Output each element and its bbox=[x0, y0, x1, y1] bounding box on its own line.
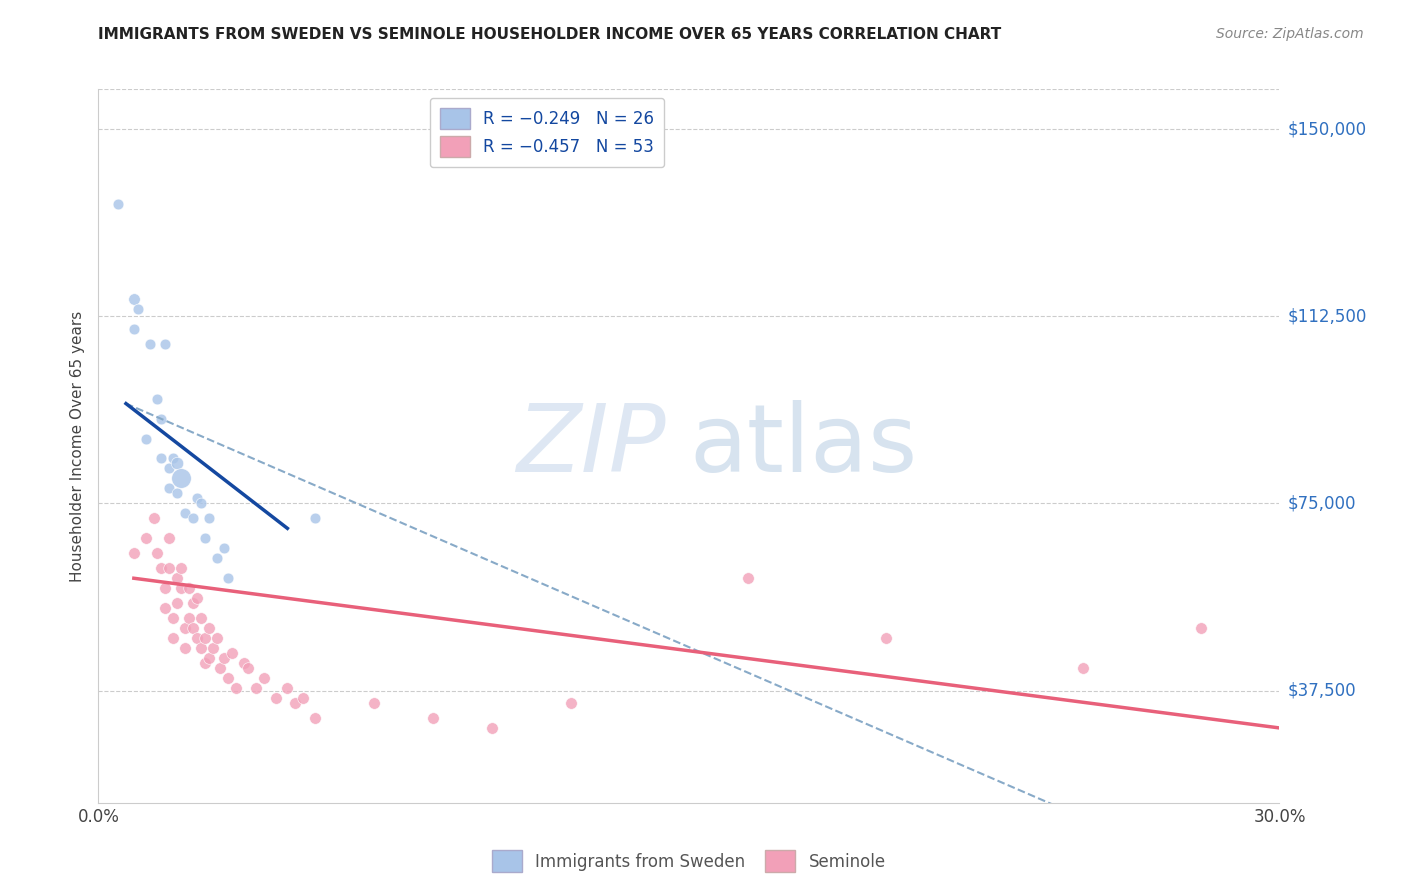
Point bbox=[221, 646, 243, 660]
Text: $75,000: $75,000 bbox=[1288, 494, 1357, 512]
Point bbox=[127, 301, 149, 316]
Point bbox=[146, 392, 169, 406]
Point bbox=[174, 507, 197, 521]
Point bbox=[190, 496, 212, 510]
Point bbox=[304, 711, 326, 725]
Point bbox=[122, 322, 145, 336]
Point bbox=[194, 656, 217, 670]
Point bbox=[304, 511, 326, 525]
Point bbox=[214, 651, 236, 665]
Point bbox=[174, 641, 197, 656]
Point bbox=[217, 571, 239, 585]
Point bbox=[560, 696, 582, 710]
Point bbox=[205, 631, 228, 645]
Point bbox=[157, 561, 180, 575]
Point bbox=[181, 596, 204, 610]
Point bbox=[157, 482, 180, 496]
Text: Source: ZipAtlas.com: Source: ZipAtlas.com bbox=[1216, 27, 1364, 41]
Point bbox=[1189, 621, 1212, 635]
Point bbox=[170, 581, 193, 595]
Point bbox=[162, 631, 184, 645]
Point bbox=[174, 621, 197, 635]
Point bbox=[201, 641, 224, 656]
Point bbox=[737, 571, 759, 585]
Point bbox=[146, 546, 169, 560]
Point bbox=[190, 641, 212, 656]
Point bbox=[363, 696, 385, 710]
Text: ZIP: ZIP bbox=[516, 401, 665, 491]
Point bbox=[205, 551, 228, 566]
Point bbox=[155, 336, 177, 351]
Text: $150,000: $150,000 bbox=[1288, 120, 1367, 138]
Point bbox=[142, 511, 165, 525]
Point bbox=[190, 611, 212, 625]
Point bbox=[155, 601, 177, 615]
Point bbox=[150, 411, 173, 425]
Point bbox=[150, 561, 173, 575]
Text: IMMIGRANTS FROM SWEDEN VS SEMINOLE HOUSEHOLDER INCOME OVER 65 YEARS CORRELATION : IMMIGRANTS FROM SWEDEN VS SEMINOLE HOUSE… bbox=[98, 27, 1001, 42]
Point bbox=[292, 691, 315, 706]
Point bbox=[166, 486, 188, 500]
Point bbox=[284, 696, 307, 710]
Point bbox=[217, 671, 239, 685]
Point bbox=[157, 461, 180, 475]
Point bbox=[157, 531, 180, 545]
Point bbox=[481, 721, 503, 735]
Point bbox=[875, 631, 897, 645]
Point bbox=[209, 661, 232, 675]
Point bbox=[214, 541, 236, 556]
Text: $112,500: $112,500 bbox=[1288, 307, 1367, 326]
Point bbox=[264, 691, 287, 706]
Point bbox=[107, 197, 129, 211]
Point bbox=[166, 571, 188, 585]
Point bbox=[166, 596, 188, 610]
Point bbox=[150, 451, 173, 466]
Point bbox=[135, 432, 157, 446]
Point bbox=[135, 531, 157, 545]
Point bbox=[186, 631, 208, 645]
Point bbox=[170, 471, 193, 485]
Point bbox=[181, 511, 204, 525]
Point bbox=[1071, 661, 1094, 675]
Text: $37,500: $37,500 bbox=[1288, 681, 1357, 699]
Point bbox=[194, 631, 217, 645]
Point bbox=[253, 671, 276, 685]
Point bbox=[122, 292, 145, 306]
Point bbox=[170, 561, 193, 575]
Point bbox=[177, 581, 200, 595]
Point bbox=[186, 591, 208, 606]
Point bbox=[166, 457, 188, 471]
Point bbox=[197, 621, 219, 635]
Legend: Immigrants from Sweden, Seminole: Immigrants from Sweden, Seminole bbox=[484, 842, 894, 880]
Point bbox=[245, 681, 267, 695]
Point bbox=[225, 681, 247, 695]
Text: atlas: atlas bbox=[689, 400, 917, 492]
Point bbox=[177, 611, 200, 625]
Point bbox=[197, 651, 219, 665]
Point bbox=[194, 531, 217, 545]
Point bbox=[236, 661, 259, 675]
Point bbox=[162, 451, 184, 466]
Point bbox=[197, 511, 219, 525]
Point bbox=[276, 681, 298, 695]
Y-axis label: Householder Income Over 65 years: Householder Income Over 65 years bbox=[70, 310, 86, 582]
Point bbox=[138, 336, 160, 351]
Point bbox=[422, 711, 444, 725]
Point bbox=[186, 491, 208, 506]
Point bbox=[233, 656, 256, 670]
Point bbox=[122, 546, 145, 560]
Point bbox=[162, 611, 184, 625]
Point bbox=[155, 581, 177, 595]
Point bbox=[181, 621, 204, 635]
